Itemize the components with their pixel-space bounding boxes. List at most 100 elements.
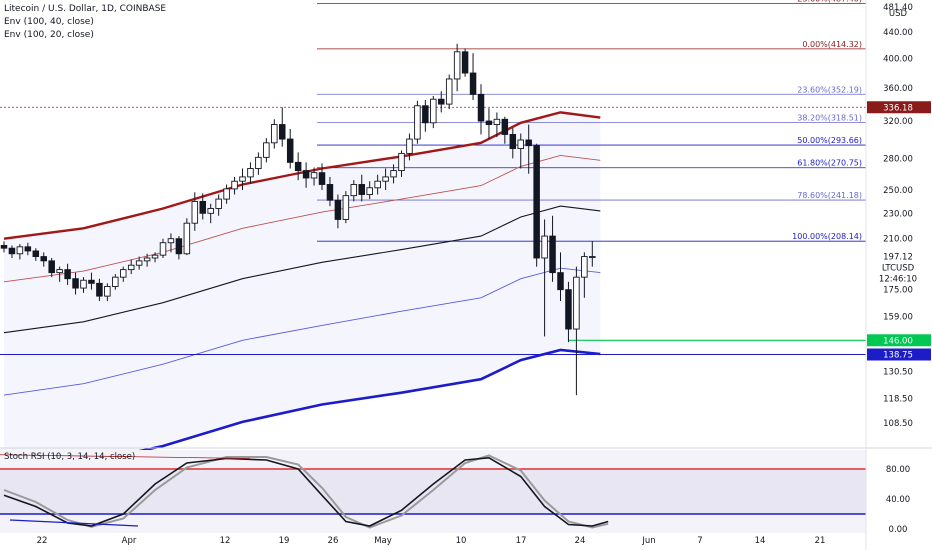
candle-body-6 xyxy=(48,260,55,274)
price-tick-5: 280.00 xyxy=(883,154,913,164)
candle-body-28 xyxy=(223,188,230,200)
price-tick-15: 118.50 xyxy=(883,395,913,405)
currency-label: USD xyxy=(889,9,908,19)
fib-label-2: 23.60%(352.19) xyxy=(797,85,862,94)
time-label-10: 7 xyxy=(697,536,702,546)
fib-label-5: 61.80%(270.75) xyxy=(797,159,862,168)
candle-body-62 xyxy=(493,118,501,126)
price-tick-0: 481.40 xyxy=(883,3,913,13)
candle-body-2 xyxy=(16,246,24,255)
candle-body-18 xyxy=(143,257,151,262)
time-label-7: 17 xyxy=(516,536,527,546)
candle-body-29 xyxy=(231,180,238,190)
candle-body-17 xyxy=(135,260,143,266)
rsi-trend-low xyxy=(9,519,139,527)
price-tick-11: 159.00 xyxy=(883,312,913,322)
candle-body-39 xyxy=(310,172,318,179)
fib-label-7: 100.00%(208.14) xyxy=(792,232,862,241)
env20-upper-line xyxy=(3,154,601,283)
candle-body-34 xyxy=(271,124,278,144)
candle-body-1 xyxy=(8,247,16,255)
candle-body-48 xyxy=(382,176,389,182)
price-tick-3: 360.00 xyxy=(883,84,913,94)
candle-body-50 xyxy=(398,152,405,172)
candle-body-12 xyxy=(96,282,103,297)
candle-body-15 xyxy=(119,269,127,278)
candle-body-5 xyxy=(40,256,48,262)
time-label-6: 10 xyxy=(456,536,467,546)
candle-body-58 xyxy=(461,51,469,74)
candle-body-13 xyxy=(104,286,111,297)
candle-body-37 xyxy=(294,161,302,172)
env20-lower-line xyxy=(3,267,601,396)
candle-body-44 xyxy=(350,184,358,197)
candle-body-45 xyxy=(358,184,366,195)
candle-body-8 xyxy=(64,269,71,280)
price-tick-7: 230.00 xyxy=(883,209,913,219)
time-label-0: 22 xyxy=(37,536,48,546)
indicator-env-20: Env (100, 20, close) xyxy=(4,30,94,40)
candle-body-65 xyxy=(517,139,525,149)
candle-body-4 xyxy=(32,250,40,258)
candle-body-11 xyxy=(88,279,95,284)
candle-body-46 xyxy=(366,187,373,195)
indicator-env-40: Env (100, 40, close) xyxy=(4,17,94,27)
time-label-3: 19 xyxy=(279,536,290,546)
badge-146: 146.00 xyxy=(883,336,913,346)
time-label-11: 14 xyxy=(755,536,766,546)
candle-body-19 xyxy=(151,254,159,259)
price-tick-1: 440.00 xyxy=(883,28,913,38)
candle-body-63 xyxy=(501,118,509,135)
candle-body-16 xyxy=(127,264,135,271)
candle-body-35 xyxy=(279,124,286,140)
candle-body-30 xyxy=(239,176,246,182)
candle-body-70 xyxy=(557,272,564,291)
candle-body-59 xyxy=(469,72,477,95)
candle-body-54 xyxy=(430,98,437,124)
time-label-8: 24 xyxy=(575,536,586,546)
candle-body-61 xyxy=(485,120,493,126)
candle-body-0 xyxy=(0,245,8,249)
candle-body-41 xyxy=(326,184,334,201)
candle-body-36 xyxy=(286,138,294,163)
candle-body-72 xyxy=(573,276,580,330)
candle-body-40 xyxy=(318,172,326,185)
price-tick-14: 130.50 xyxy=(883,368,913,378)
fib-label-4: 50.00%(293.66) xyxy=(797,136,862,145)
time-label-1: Apr xyxy=(122,536,137,546)
candle-body-64 xyxy=(509,134,517,149)
price-tick-2: 400.00 xyxy=(883,55,913,65)
candle-body-24 xyxy=(191,200,199,224)
rsi-d-line xyxy=(3,454,609,529)
candle-body-31 xyxy=(247,168,254,178)
candle-body-3 xyxy=(24,246,32,252)
env-basis-line xyxy=(3,205,601,334)
candle-body-51 xyxy=(406,138,413,154)
badge-336-bg xyxy=(867,101,931,114)
stoch-rsi-label: Stoch RSI (10, 3, 14, 14, close) xyxy=(4,452,136,462)
env40-upper-line xyxy=(3,111,601,240)
candle-body-69 xyxy=(549,235,556,274)
candle-body-67 xyxy=(533,145,540,259)
price-tick-6: 250.00 xyxy=(883,186,913,196)
candle-body-73 xyxy=(581,256,588,278)
fib-label-6: 78.60%(241.18) xyxy=(797,191,862,200)
candle-body-20 xyxy=(159,242,167,256)
badge-138-bg xyxy=(867,348,931,361)
countdown-label: 12:46:10 xyxy=(879,274,917,284)
envelope-fill xyxy=(4,112,601,476)
candle-body-71 xyxy=(565,289,572,330)
candle-body-27 xyxy=(215,198,222,209)
time-label-2: 12 xyxy=(220,536,231,546)
candle-body-33 xyxy=(263,142,270,158)
price-tick-8: 210.00 xyxy=(883,235,913,245)
time-label-9: Jun xyxy=(641,536,655,546)
candle-body-68 xyxy=(541,235,548,259)
fib-label-1: 0.00%(414.32) xyxy=(802,40,862,49)
candle-body-56 xyxy=(445,78,453,105)
fib-label-0: -23.60%(487.40) xyxy=(794,0,862,3)
candle-body-10 xyxy=(80,279,87,289)
candle-body-38 xyxy=(302,170,310,179)
candle-body-21 xyxy=(167,238,175,244)
